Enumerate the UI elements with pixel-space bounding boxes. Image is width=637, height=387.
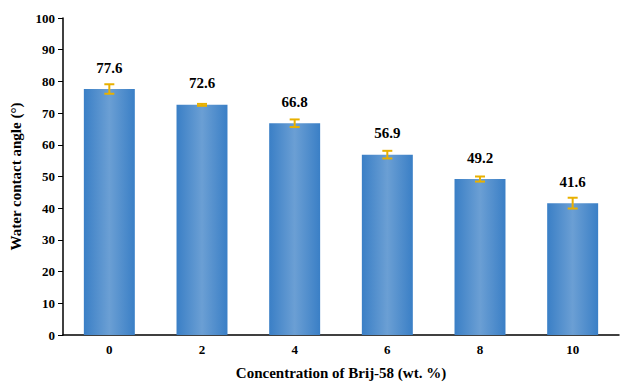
svg-text:20: 20 — [42, 264, 55, 279]
svg-text:Concentration of Brij-58 (wt.: Concentration of Brij-58 (wt. %) — [236, 365, 446, 382]
svg-text:100: 100 — [36, 11, 56, 26]
svg-text:60: 60 — [42, 137, 55, 152]
svg-text:10: 10 — [566, 342, 579, 357]
svg-text:70: 70 — [42, 106, 55, 121]
svg-text:0: 0 — [49, 328, 56, 343]
svg-text:8: 8 — [477, 342, 484, 357]
svg-text:4: 4 — [291, 342, 298, 357]
svg-text:Water contact angle (°): Water contact angle (°) — [8, 103, 25, 251]
svg-text:6: 6 — [384, 342, 391, 357]
svg-text:0: 0 — [106, 342, 113, 357]
svg-text:77.6: 77.6 — [96, 60, 123, 76]
svg-text:90: 90 — [42, 42, 55, 57]
svg-text:66.8: 66.8 — [282, 94, 308, 110]
svg-text:50: 50 — [42, 169, 55, 184]
svg-text:40: 40 — [42, 201, 55, 216]
svg-text:80: 80 — [42, 74, 55, 89]
svg-text:49.2: 49.2 — [467, 150, 493, 166]
svg-text:2: 2 — [199, 342, 206, 357]
svg-text:10: 10 — [42, 296, 55, 311]
svg-text:72.6: 72.6 — [189, 75, 216, 91]
svg-text:30: 30 — [42, 232, 55, 247]
svg-text:56.9: 56.9 — [374, 125, 400, 141]
svg-text:41.6: 41.6 — [560, 174, 587, 190]
